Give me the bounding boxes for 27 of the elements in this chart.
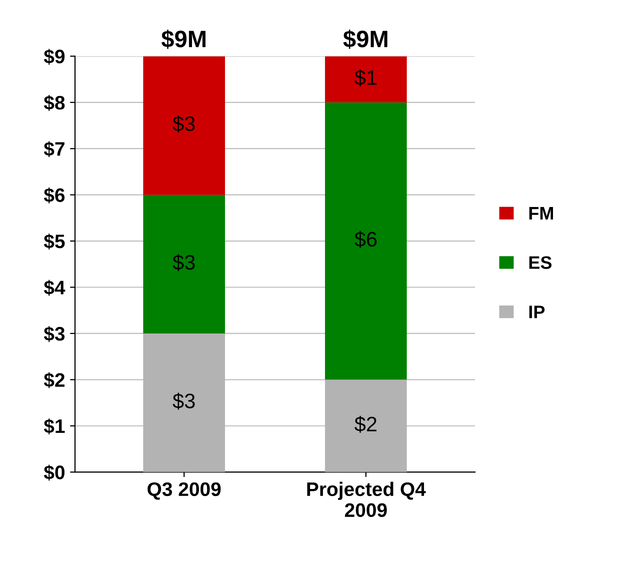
y-tick-label: $8: [44, 95, 65, 111]
data-label: $1: [354, 69, 376, 86]
y-tick-label: $0: [44, 464, 64, 481]
legend-label: FM: [529, 207, 553, 220]
bar: [143, 194, 225, 334]
y-tick-label: $6: [44, 187, 65, 204]
y-tick-label: $3: [44, 326, 65, 342]
x-tick-label: Projected Q4 2009: [307, 482, 426, 518]
total-label: $9M: [343, 30, 388, 49]
y-tick-label: $5: [44, 234, 65, 250]
data-label: $2: [354, 416, 376, 433]
y-tick-label: $4: [44, 280, 66, 296]
y-tick-label: $9: [44, 48, 65, 65]
legend-label: IP: [529, 306, 545, 318]
data-label: $3: [172, 254, 195, 271]
bar: [325, 102, 407, 380]
y-tick-label: $2: [44, 372, 64, 388]
x-tick-label: Q3 2009: [148, 482, 221, 500]
data-label: $6: [354, 231, 377, 248]
legend-label: ES: [529, 256, 552, 269]
y-tick-label: $1: [44, 418, 65, 434]
bar: [325, 56, 407, 102]
y-tick-label: $7: [44, 141, 64, 158]
data-label: $3: [172, 115, 195, 132]
total-label: $9M: [161, 30, 206, 49]
data-label: $3: [172, 392, 195, 410]
bar: [143, 56, 225, 195]
